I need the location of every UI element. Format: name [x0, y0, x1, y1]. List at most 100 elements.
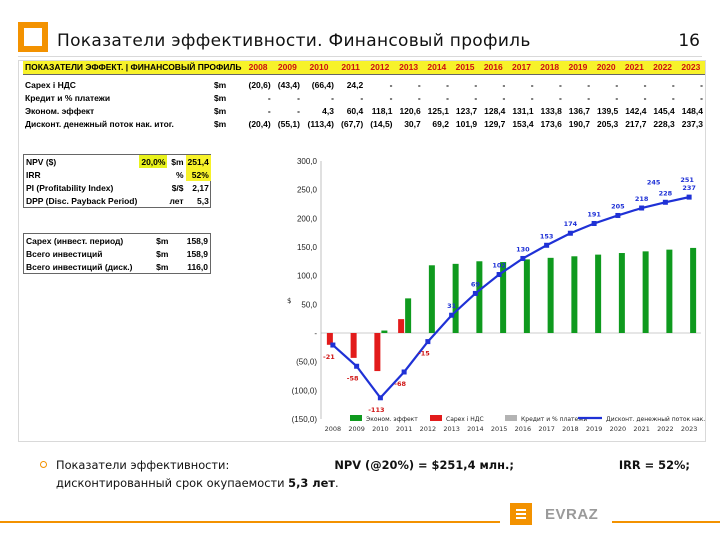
investment-row: Всего инвестиций (диск.) $m 116,0 — [24, 260, 210, 273]
line-data-label: 228 — [659, 189, 673, 197]
table-cell: 133,8 — [540, 105, 562, 116]
metric-row: IRR% 52% — [24, 168, 211, 181]
year-header: 2016 — [479, 61, 508, 75]
effect-bar — [523, 259, 530, 333]
x-tick-label: 2013 — [443, 425, 460, 433]
row-unit: $m — [213, 79, 227, 90]
page-title: Показатели эффективности. Финансовый про… — [57, 31, 531, 51]
table-cell: - — [587, 79, 591, 90]
metric-row: PI (Profitability Index) $/$ 2,17 — [24, 181, 211, 194]
table-cell: - — [389, 92, 393, 103]
table-cell: - — [700, 92, 703, 103]
effect-bar — [595, 254, 602, 333]
table-cell: - — [446, 92, 449, 103]
table-cell: - — [389, 79, 393, 90]
x-tick-label: 2011 — [396, 425, 413, 433]
year-header: 2012 — [365, 61, 395, 75]
table-cell: (55,1) — [277, 118, 300, 129]
table-cell: 30,7 — [404, 118, 421, 129]
table-cell: 205,3 — [596, 118, 619, 129]
table-cell: - — [671, 92, 675, 103]
line-data-label: 102 — [492, 262, 506, 270]
table-header-label: ПОКАЗАТЕЛИ ЭФФЕКТ. | ФИНАНСОВЫЙ ПРОФИЛЬ — [23, 61, 244, 75]
table-cell: - — [360, 92, 364, 103]
year-header: 2008 — [243, 61, 273, 75]
table-cell: - — [417, 79, 421, 90]
effect-bar — [642, 251, 649, 333]
table-cell: - — [700, 79, 703, 90]
table-cell: - — [643, 79, 647, 90]
table-cell: 237,3 — [681, 118, 703, 129]
x-tick-label: 2010 — [372, 425, 389, 433]
y-tick-label: 50,0 — [301, 300, 317, 309]
investment-value: 158,9 — [186, 248, 208, 259]
metric-label: DPP (Disc. Payback Period) — [26, 195, 138, 206]
table-row: Capex i НДС $m (20,6) (43,4) (66,4) 24,2 - - - - -… — [23, 78, 705, 91]
metric-value: 251,4 — [185, 155, 211, 168]
cumulative-dcf-line — [332, 196, 690, 400]
metric-row: NPV ($) 20,0% $m 251,4 — [24, 155, 211, 168]
table-cell: 129,7 — [484, 118, 506, 129]
table-cell: - — [502, 92, 506, 103]
metric-value: 52% — [185, 168, 211, 181]
investment-label: Всего инвестиций — [26, 248, 103, 259]
line-data-label: 153 — [540, 232, 554, 240]
table-cell: (113,4) — [307, 118, 334, 129]
line-data-label: 205 — [611, 202, 625, 210]
year-header: 2021 — [620, 61, 649, 75]
investments-box: Capex (инвест. период) $m 158,9 Всего инвес… — [23, 233, 211, 274]
legend-label: Эконом. эффект — [366, 416, 418, 423]
table-header-row: ПОКАЗАТЕЛИ ЭФФЕКТ. | ФИНАНСОВЫЙ ПРОФИЛЬ 2… — [23, 61, 705, 75]
row-label: Эконом. эффект — [25, 105, 95, 116]
legend-label: Дисконт. денежный поток нак. итог. — [606, 416, 707, 423]
metrics-box: NPV ($) 20,0% $m 251,4 IRR% 52% PI (Profitabil… — [23, 154, 211, 208]
metric-unit: $m — [171, 156, 184, 167]
year-header: 2020 — [592, 61, 621, 75]
bullet-prefix: Показатели эффективности: — [56, 458, 230, 472]
table-cell: - — [417, 92, 421, 103]
brand-square-icon — [18, 22, 48, 52]
metric-rate — [139, 168, 167, 181]
year-header: 2009 — [272, 61, 302, 75]
y-tick-label: 200,0 — [297, 214, 318, 223]
x-tick-label: 2008 — [325, 425, 342, 433]
effect-bar — [476, 261, 483, 333]
line-point — [567, 230, 573, 236]
investment-label: Всего инвестиций (диск.) — [26, 261, 133, 272]
table-cell: 131,1 — [512, 105, 534, 116]
effect-bar — [571, 256, 578, 333]
summary-bullet: Показатели эффективности: NPV (@20%) = $… — [56, 458, 690, 490]
x-tick-label: 2020 — [610, 425, 627, 433]
line-data-label: 31 — [447, 302, 457, 310]
table-cell: - — [267, 92, 271, 103]
table-cell: 118,1 — [371, 105, 393, 116]
x-tick-label: 2019 — [586, 425, 603, 433]
legend-swatch — [350, 415, 362, 421]
table-cell: 228,3 — [653, 118, 675, 129]
effect-bar — [428, 265, 435, 333]
table-cell: 4,3 — [322, 105, 334, 116]
year-header: 2017 — [507, 61, 536, 75]
year-header: 2022 — [648, 61, 677, 75]
year-header: 2011 — [335, 61, 366, 75]
table-cell: 148,4 — [681, 105, 703, 116]
line-data-label: -113 — [368, 406, 384, 414]
table-cell: - — [530, 92, 534, 103]
line-data-label: 191 — [587, 210, 601, 218]
metric-value: 2,17 — [192, 182, 209, 193]
line-point — [662, 199, 668, 205]
line-point — [520, 255, 526, 261]
table-cell: 128,4 — [484, 105, 506, 116]
page-number: 16 — [678, 31, 700, 51]
x-tick-label: 2012 — [420, 425, 437, 433]
y-axis-label: $ — [287, 297, 291, 305]
capex-bar — [326, 333, 333, 345]
y-tick-label: (50,0) — [296, 358, 317, 367]
x-tick-label: 2018 — [562, 425, 579, 433]
line-point — [639, 205, 645, 211]
metric-label: IRR — [26, 169, 41, 180]
table-cell: (20,4) — [248, 118, 271, 129]
table-cell: - — [297, 92, 300, 103]
table-cell: (14,5) — [370, 118, 393, 129]
table-cell: - — [446, 79, 449, 90]
